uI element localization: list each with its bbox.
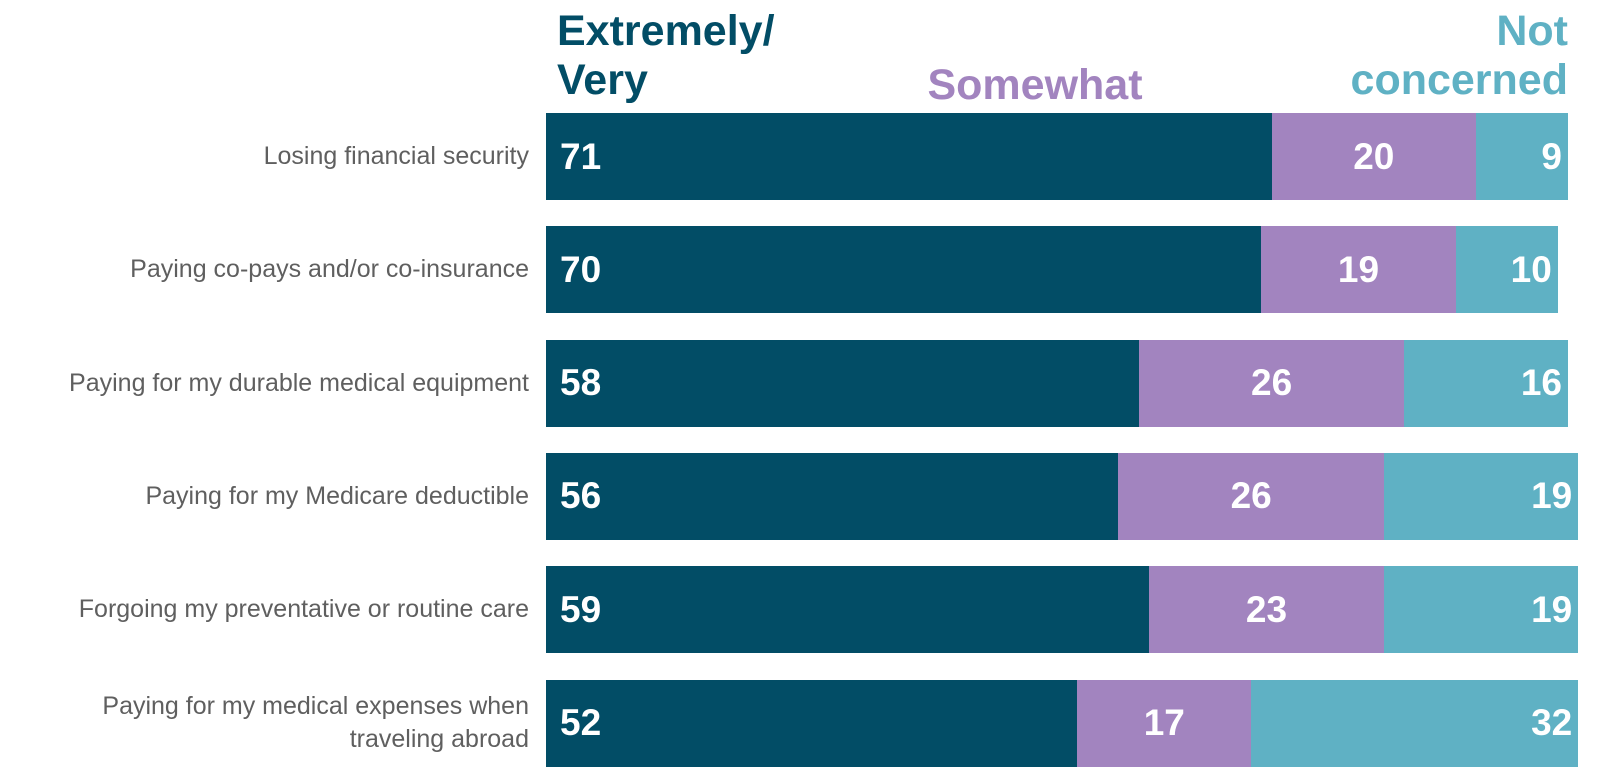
bar-segment	[546, 452, 1119, 540]
data-label: 59	[560, 588, 602, 630]
data-label: 71	[560, 135, 602, 177]
bar-segment	[1148, 566, 1385, 654]
data-label: 16	[1520, 362, 1562, 404]
data-label: 56	[560, 475, 602, 517]
bar-segment	[1476, 113, 1568, 200]
legend-somewhat: Somewhat	[880, 61, 1190, 110]
bar-segment	[546, 679, 1078, 767]
category-label: Forgoing my preventative or routine care	[78, 595, 529, 624]
bar-segment	[1118, 452, 1385, 540]
data-label: 26	[1230, 475, 1272, 517]
bar-segment	[1404, 339, 1568, 427]
data-label: 58	[560, 362, 602, 404]
data-label: 19	[1531, 475, 1573, 517]
category-label: Losing financial security	[263, 142, 529, 170]
bar-segment	[1384, 566, 1579, 654]
bar-segment	[1271, 113, 1476, 200]
bar-segment	[546, 226, 1262, 314]
data-label: 17	[1143, 702, 1185, 743]
bar-segment	[1261, 226, 1456, 314]
legend-extremely-very: Extremely/Very	[557, 7, 877, 105]
bar-segment	[1384, 452, 1579, 540]
bar-segment	[546, 113, 1272, 200]
data-label: 26	[1251, 362, 1293, 404]
data-label: 52	[560, 702, 602, 743]
data-label: 19	[1337, 248, 1380, 290]
data-label: 32	[1531, 702, 1573, 743]
category-label: Paying for my durable medical equipment	[69, 368, 529, 397]
data-label: 10	[1510, 248, 1552, 290]
data-label: 20	[1353, 135, 1395, 177]
data-label: 9	[1541, 135, 1562, 177]
legend-label-line: Very	[557, 56, 648, 104]
legend-label-line: Somewhat	[927, 61, 1143, 109]
bar-segment	[546, 339, 1139, 427]
bar-segment	[1138, 339, 1405, 427]
bar-segment	[1077, 679, 1252, 767]
category-label: Paying for my Medicare deductible	[145, 481, 529, 510]
legend-label-line: Not	[1496, 7, 1568, 55]
data-label: 70	[560, 248, 602, 290]
category-label: Paying co-pays and/or co-insurance	[130, 255, 529, 284]
bar-segment	[546, 566, 1149, 654]
data-label: 19	[1531, 588, 1573, 630]
bar-segment	[1455, 226, 1558, 314]
category-label: Paying for my medical expenses when trav…	[102, 692, 529, 753]
legend-label-line: Extremely/	[557, 7, 775, 55]
legend-label-line: concerned	[1350, 56, 1568, 104]
legend-not-concerned: Not concerned	[1248, 7, 1568, 105]
data-label: 23	[1245, 588, 1288, 630]
bar-segment	[1251, 679, 1579, 767]
